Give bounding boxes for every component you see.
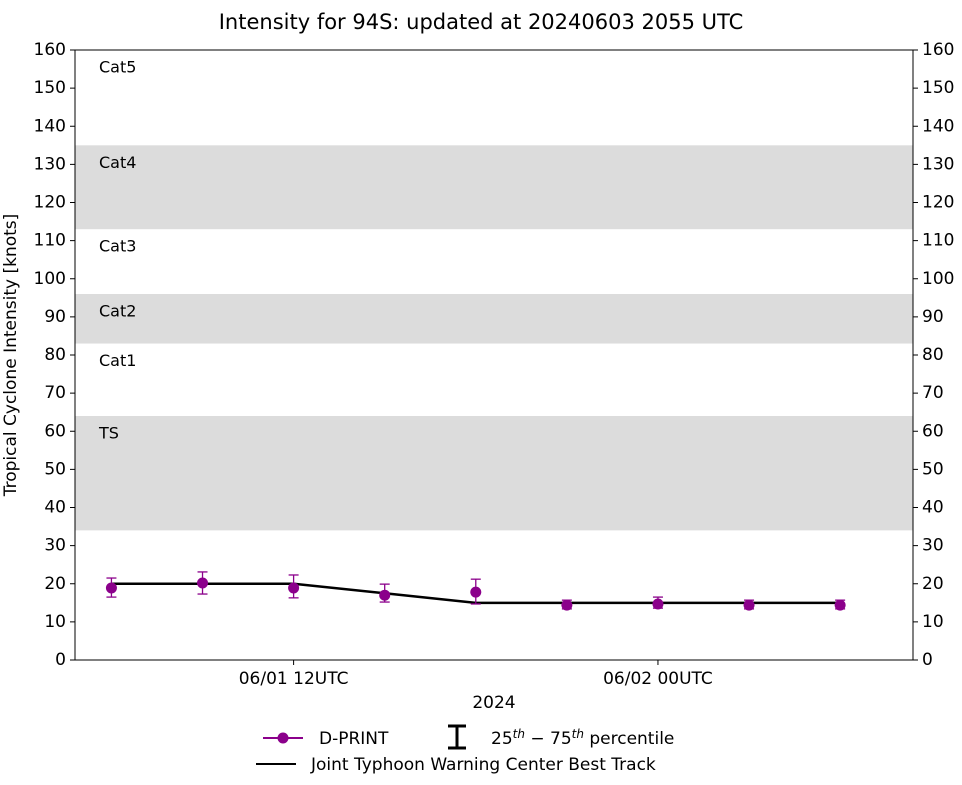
category-band (75, 416, 913, 531)
y2-tick-label: 10 (922, 612, 944, 632)
y-tick-label: 160 (34, 40, 66, 60)
data-point (561, 599, 573, 611)
x-tick-label: 06/01 12UTC (239, 669, 349, 689)
category-label: Cat5 (99, 58, 136, 77)
plot-frame (74, 49, 914, 661)
data-point (470, 586, 482, 598)
category-label: Cat4 (99, 153, 136, 172)
legend-label-part: th (572, 727, 584, 741)
legend-label-part: 25 (491, 729, 513, 749)
y2-tick-label: 150 (922, 78, 954, 98)
category-label: Cat1 (99, 351, 136, 370)
y-tick-label: 20 (44, 574, 66, 594)
x-tick-label: 06/02 00UTC (603, 669, 713, 689)
category-label: TS (98, 424, 119, 443)
y2-tick-label: 160 (922, 40, 954, 60)
category-band (75, 294, 913, 344)
data-point (288, 582, 300, 594)
x-axis-label: 2024 (472, 693, 515, 713)
data-point (834, 599, 846, 611)
data-point (379, 589, 391, 601)
y2-tick-label: 80 (922, 345, 944, 365)
y-tick-label: 110 (34, 231, 66, 251)
category-label: Cat3 (99, 237, 136, 256)
y-tick-label: 100 (34, 269, 66, 289)
category-label: Cat2 (99, 302, 136, 321)
legend-label-part: th (513, 727, 525, 741)
y-tick-label: 90 (44, 307, 66, 327)
y-tick-label: 50 (44, 459, 66, 479)
y2-tick-label: 30 (922, 536, 944, 556)
y2-tick-label: 70 (922, 383, 944, 403)
legend-label: Joint Typhoon Warning Center Best Track (310, 755, 656, 775)
legend-errorbar-icon (448, 724, 466, 750)
y2-tick-label: 110 (922, 231, 954, 251)
data-point (743, 599, 755, 611)
y2-tick-label: 20 (922, 574, 944, 594)
y2-tick-label: 50 (922, 459, 944, 479)
data-point (652, 598, 664, 610)
y-tick-label: 120 (34, 193, 66, 213)
y2-tick-label: 100 (922, 269, 954, 289)
y-tick-label: 30 (44, 536, 66, 556)
y2-tick-label: 60 (922, 421, 944, 441)
y-tick-label: 60 (44, 421, 66, 441)
y-tick-label: 140 (34, 116, 66, 136)
data-point (105, 582, 117, 594)
category-band (75, 145, 913, 230)
y-tick-label: 0 (55, 650, 66, 670)
y-tick-label: 70 (44, 383, 66, 403)
y2-tick-label: 120 (922, 193, 954, 213)
data-point (197, 577, 209, 589)
y2-tick-label: 40 (922, 498, 944, 518)
chart-title: Intensity for 94S: updated at 20240603 2… (219, 10, 744, 34)
y-tick-label: 40 (44, 498, 66, 518)
y-axis-label: Tropical Cyclone Intensity [knots] (1, 214, 21, 498)
legend-label: D-PRINT (319, 729, 389, 749)
y-tick-label: 130 (34, 154, 66, 174)
y-tick-label: 10 (44, 612, 66, 632)
legend-label-part: − 75 (525, 729, 572, 749)
y2-tick-label: 0 (922, 650, 933, 670)
y-tick-label: 150 (34, 78, 66, 98)
y2-tick-label: 130 (922, 154, 954, 174)
legend-label: 25th − 75th percentile (491, 727, 674, 749)
y2-tick-label: 140 (922, 116, 954, 136)
y2-tick-label: 90 (922, 307, 944, 327)
legend-label-part: percentile (584, 729, 674, 749)
legend-marker (277, 732, 289, 744)
y-tick-label: 80 (44, 345, 66, 365)
